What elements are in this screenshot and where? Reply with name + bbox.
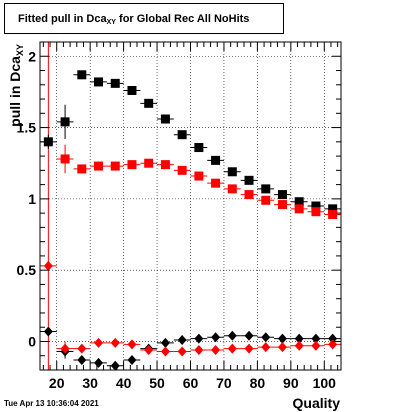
chart-title: Fitted pull in DcaXY for Global Rec All … <box>18 13 249 26</box>
y-tick-label: 1 <box>28 191 36 207</box>
data-point-diamond <box>277 342 287 353</box>
data-point-diamond <box>94 337 104 348</box>
data-point-square <box>144 158 154 168</box>
y-axis-title-subscript: XY <box>15 44 25 56</box>
y-tick-label: 0.5 <box>17 262 37 278</box>
chart-title-prefix: Fitted pull in Dca <box>18 13 107 25</box>
data-markers <box>43 70 338 371</box>
data-point-diamond <box>160 337 170 348</box>
data-point-square <box>194 171 204 181</box>
data-point-diamond <box>43 326 53 337</box>
y-axis-title-main: pull in Dca <box>7 56 23 127</box>
data-point-square <box>211 155 221 165</box>
data-point-diamond <box>77 355 87 366</box>
data-point-diamond <box>227 330 237 341</box>
axis-ticks <box>40 41 341 371</box>
data-point-diamond <box>328 339 338 350</box>
data-point-square <box>261 195 271 205</box>
data-point-diamond <box>60 343 70 354</box>
data-point-diamond <box>227 343 237 354</box>
y-tick-label: 2 <box>28 48 36 64</box>
data-point-square <box>177 165 187 175</box>
data-point-diamond <box>177 335 187 346</box>
tick-labels: 20 30 40 50 60 70 80 90 100 0 0.5 1 1.5 2 <box>17 48 337 391</box>
data-point-square <box>211 178 221 188</box>
chart-title-box: Fitted pull in DcaXY for Global Rec All … <box>4 3 284 34</box>
timestamp-footer: Tue Apr 13 10:36:04 2021 <box>4 399 99 408</box>
data-point-diamond <box>211 332 221 343</box>
data-point-diamond <box>177 346 187 357</box>
data-point-square <box>94 161 104 171</box>
x-tick-label: 30 <box>82 375 98 391</box>
data-point-square <box>244 175 254 185</box>
data-point-square <box>311 207 321 217</box>
data-point-diamond <box>311 333 321 344</box>
data-point-square <box>144 98 154 108</box>
data-point-square <box>227 167 237 177</box>
data-point-diamond <box>194 333 204 344</box>
data-point-diamond <box>144 345 154 356</box>
data-point-square <box>227 184 237 194</box>
data-point-diamond <box>160 346 170 357</box>
data-point-square <box>194 143 204 153</box>
data-point-square <box>261 184 271 194</box>
chart-title-subscript: XY <box>106 19 116 26</box>
data-point-square <box>160 114 170 124</box>
y-axis-title: pull in DcaXY <box>7 44 25 127</box>
data-point-diamond <box>311 340 321 351</box>
data-point-square <box>127 160 137 170</box>
data-point-square <box>294 204 304 214</box>
data-point-square <box>127 85 137 95</box>
data-point-square <box>244 190 254 200</box>
x-tick-label: 100 <box>313 375 337 391</box>
data-point-diamond <box>127 355 137 366</box>
data-point-diamond <box>110 360 120 371</box>
data-point-diamond <box>294 333 304 344</box>
grid-lines <box>40 42 341 370</box>
data-point-diamond <box>43 260 53 271</box>
data-point-diamond <box>94 357 104 368</box>
x-tick-label: 80 <box>250 375 266 391</box>
x-tick-label: 70 <box>216 375 232 391</box>
data-point-square <box>294 197 304 207</box>
data-point-square <box>160 160 170 170</box>
data-point-square <box>94 77 104 87</box>
data-point-square <box>110 161 120 171</box>
data-point-diamond <box>77 343 87 354</box>
data-point-square <box>277 200 287 210</box>
x-axis-title: Quality <box>293 395 341 411</box>
data-point-diamond <box>244 343 254 354</box>
data-point-diamond <box>244 330 254 341</box>
data-point-diamond <box>127 339 137 350</box>
data-point-square <box>328 210 338 220</box>
data-point-diamond <box>277 333 287 344</box>
data-point-square <box>177 130 187 140</box>
data-point-square <box>110 78 120 88</box>
data-point-diamond <box>110 337 120 348</box>
x-tick-label: 90 <box>283 375 299 391</box>
data-point-square <box>60 154 70 164</box>
data-point-diamond <box>194 345 204 356</box>
data-point-square <box>77 70 87 80</box>
data-point-square <box>77 164 87 174</box>
data-point-diamond <box>261 332 271 343</box>
data-point-square <box>277 190 287 200</box>
chart-title-suffix: for Global Rec All NoHits <box>115 13 250 25</box>
data-point-diamond <box>211 345 221 356</box>
data-point-square <box>43 137 53 147</box>
x-tick-label: 60 <box>183 375 199 391</box>
data-point-square <box>328 204 338 214</box>
x-tick-label: 40 <box>116 375 132 391</box>
x-tick-label: 20 <box>49 375 65 391</box>
data-point-square <box>311 201 321 211</box>
y-tick-label: 0 <box>28 333 36 349</box>
data-point-diamond <box>261 342 271 353</box>
y-tick-label: 1.5 <box>17 120 37 136</box>
data-point-square <box>60 117 70 127</box>
x-tick-label: 50 <box>149 375 165 391</box>
data-point-diamond <box>294 340 304 351</box>
